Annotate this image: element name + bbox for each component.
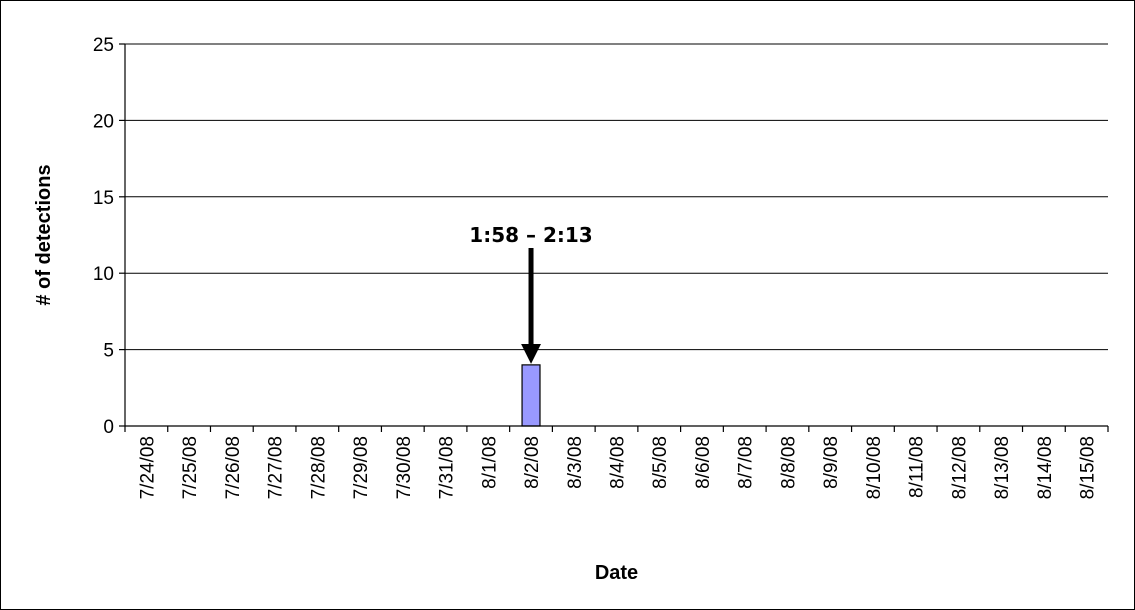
y-axis-title: # of detections <box>33 164 55 305</box>
x-tick-label: 8/10/08 <box>864 436 885 499</box>
y-tick-label: 20 <box>93 111 114 132</box>
y-tick-label: 15 <box>93 188 114 209</box>
x-tick-label: 7/26/08 <box>223 436 244 499</box>
x-tick-label: 7/28/08 <box>308 436 329 499</box>
tick-labels: 0 5 10 15 20 25 7/24/08 7/25/08 7/26/08 7/27/08 7/… <box>93 35 1099 499</box>
x-tick-label: 8/2/08 <box>522 436 543 489</box>
x-tick-label: 7/24/08 <box>137 436 158 499</box>
x-tick-label: 8/5/08 <box>650 436 671 489</box>
x-tick-label: 7/29/08 <box>351 436 372 499</box>
x-tick-label: 8/9/08 <box>821 436 842 489</box>
y-tick-label: 10 <box>93 264 114 285</box>
x-tick-label: 8/6/08 <box>693 436 714 489</box>
annotations: 1:58 – 2:13 <box>469 223 593 364</box>
x-tick-label: 8/13/08 <box>992 436 1013 499</box>
x-tick-label: 8/12/08 <box>949 436 970 499</box>
y-tick-label: 25 <box>93 35 114 56</box>
x-tick-label: 7/30/08 <box>394 436 415 499</box>
axes <box>119 43 1109 432</box>
annotation-label: 1:58 – 2:13 <box>469 223 592 247</box>
x-axis-title: Date <box>595 562 638 584</box>
x-tick-label: 8/4/08 <box>608 436 629 489</box>
x-tick-label: 8/3/08 <box>565 436 586 489</box>
gridlines <box>125 43 1108 351</box>
x-tick-label: 8/15/08 <box>1078 436 1099 499</box>
x-tick-label: 8/11/08 <box>907 436 928 498</box>
y-tick-label: 5 <box>103 341 114 362</box>
bar-8/2/08 <box>521 364 541 427</box>
x-tick-label: 7/27/08 <box>266 436 287 499</box>
x-tick-label: 7/31/08 <box>437 436 458 499</box>
x-tick-label: 8/7/08 <box>736 436 757 489</box>
x-tick-label: 7/25/08 <box>180 436 201 499</box>
x-tick-label: 8/1/08 <box>479 436 500 489</box>
bars <box>521 364 541 427</box>
x-tick-label: 8/8/08 <box>778 436 799 489</box>
y-tick-label: 0 <box>103 417 114 438</box>
x-tick-label: 8/14/08 <box>1035 436 1056 499</box>
